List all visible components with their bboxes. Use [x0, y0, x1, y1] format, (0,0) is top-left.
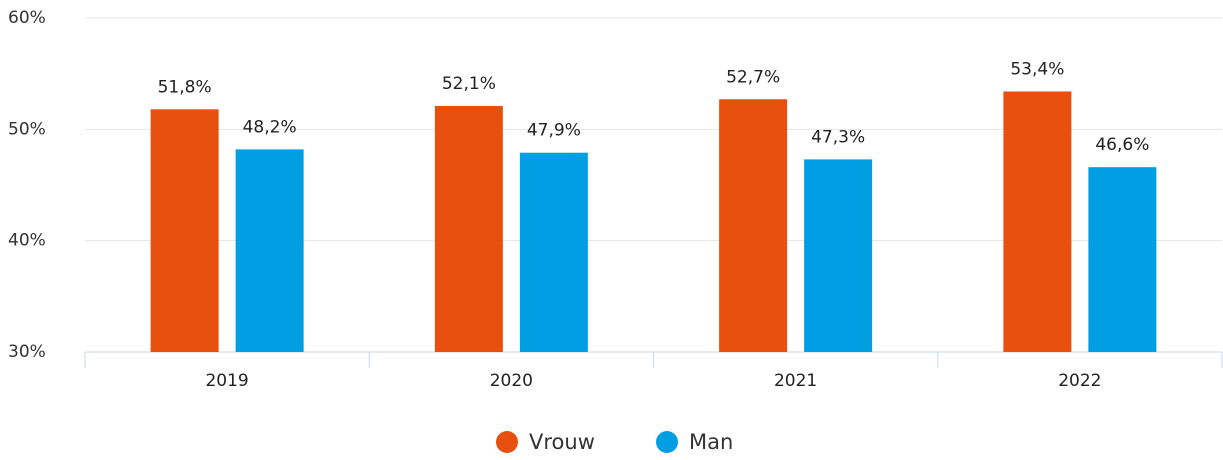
- value-label: 48,2%: [243, 117, 297, 137]
- x-tick-label: 2022: [1058, 371, 1101, 391]
- value-label: 47,3%: [811, 127, 865, 147]
- value-label: 46,6%: [1095, 135, 1149, 155]
- value-label: 47,9%: [527, 121, 581, 141]
- bar: [235, 149, 304, 352]
- legend-label: Man: [689, 430, 733, 454]
- x-tick-label: 2021: [774, 371, 817, 391]
- bar: [1003, 91, 1072, 352]
- y-tick-label: 60%: [8, 8, 46, 28]
- y-tick-label: 40%: [8, 231, 46, 251]
- bar: [719, 99, 788, 352]
- value-label: 52,7%: [726, 67, 780, 87]
- bar: [1088, 167, 1157, 352]
- legend-swatch: [656, 431, 678, 453]
- legend-swatch: [496, 431, 518, 453]
- value-label: 52,1%: [442, 74, 496, 94]
- bar: [519, 152, 588, 352]
- x-tick-label: 2020: [490, 371, 533, 391]
- x-tick-label: 2019: [205, 371, 248, 391]
- bar: [804, 159, 873, 352]
- bar: [150, 109, 219, 352]
- y-tick-label: 50%: [8, 119, 46, 139]
- value-label: 51,8%: [158, 77, 212, 97]
- bar: [434, 105, 503, 352]
- y-tick-label: 30%: [8, 342, 46, 362]
- value-label: 53,4%: [1010, 59, 1064, 79]
- legend-label: Vrouw: [529, 430, 595, 454]
